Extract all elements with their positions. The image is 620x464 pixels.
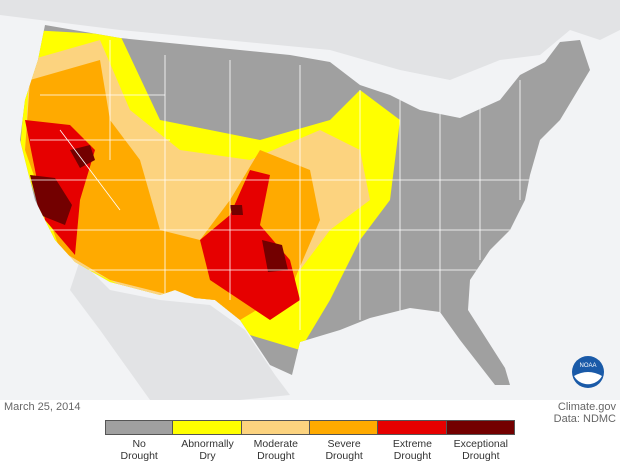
legend-item: Moderate Drought <box>241 420 310 462</box>
drought-area <box>70 145 95 168</box>
map: NOAA <box>0 0 620 400</box>
legend-label: No Drought <box>120 438 158 462</box>
date: March 25, 2014 <box>4 401 81 413</box>
state-borders <box>20 40 560 330</box>
drought-area <box>262 240 288 272</box>
legend-label: Moderate Drought <box>253 438 298 462</box>
legend-label: Extreme Drought <box>392 438 433 462</box>
legend-item: Exceptional Drought <box>446 420 515 462</box>
legend-label: Exceptional Drought <box>453 438 508 462</box>
legend-label: Abnormally Dry <box>181 438 234 462</box>
mexico <box>70 260 290 400</box>
legend-item: Severe Drought <box>309 420 379 462</box>
legend-item: No Drought <box>105 420 174 462</box>
noaa-logo-wave <box>574 372 602 385</box>
source: Data: NDMC <box>553 413 616 425</box>
legend-swatch <box>309 420 379 435</box>
legend-swatch <box>105 420 174 435</box>
legend-item: Abnormally Dry <box>173 420 242 462</box>
noaa-logo-text: NOAA <box>579 363 596 369</box>
legend-swatch <box>241 420 310 435</box>
legend-swatch <box>173 420 242 435</box>
canada <box>0 0 620 80</box>
drought-area <box>230 205 243 215</box>
legend-label: Severe Drought <box>325 438 363 462</box>
legend-swatch <box>378 420 447 435</box>
legend: No Drought Abnormally Dry Moderate Drought… <box>105 420 515 462</box>
legend-swatch <box>446 420 515 435</box>
drought-area <box>200 170 300 320</box>
credit: Climate.gov <box>557 401 616 413</box>
legend-item: Extreme Drought <box>378 420 447 462</box>
